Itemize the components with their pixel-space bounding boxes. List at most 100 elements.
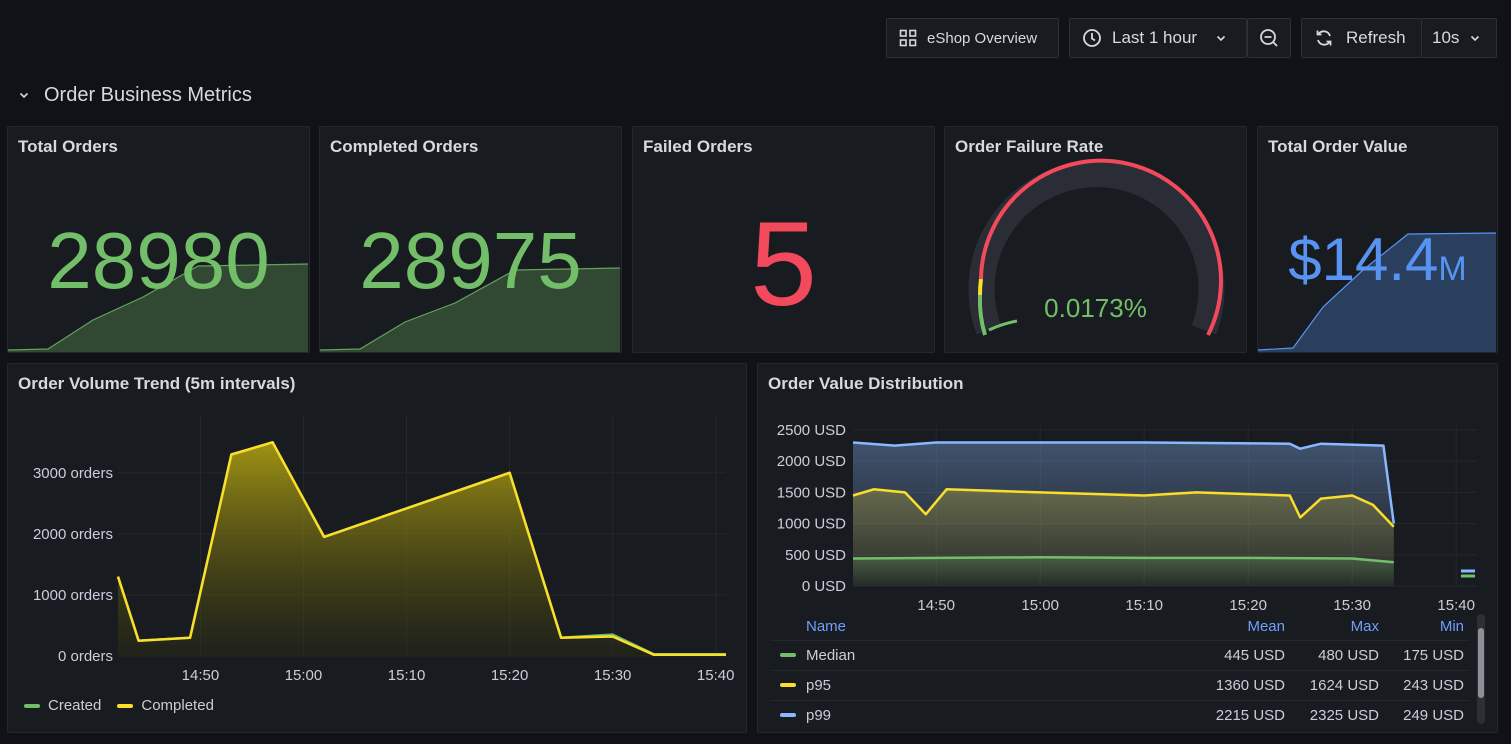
- x-tick-label: 14:50: [182, 667, 220, 684]
- column-header-name[interactable]: Name: [806, 618, 847, 636]
- clock-icon: [1082, 28, 1102, 48]
- x-tick-label: 15:30: [1333, 597, 1371, 613]
- series-name: Median: [806, 646, 856, 664]
- sparkline: [320, 267, 621, 352]
- series-name-cell: Median: [770, 639, 1171, 670]
- series-line-completed: [116, 441, 726, 657]
- refresh-button[interactable]: Refresh: [1301, 18, 1422, 58]
- series-line-median: [852, 556, 1394, 564]
- row-header[interactable]: Order Business Metrics: [18, 84, 252, 107]
- stat-panel-total-orders[interactable]: Total Orders 28980: [7, 126, 310, 353]
- dashboard-label: eShop Overview: [927, 29, 1038, 47]
- stat-panel-total-order-value[interactable]: Total Order Value $14.4M: [1257, 126, 1498, 353]
- y-tick-label: 3000 orders: [33, 465, 113, 482]
- legend-label: Created: [48, 697, 102, 714]
- gauge-panel-order-failure-rate[interactable]: Order Failure Rate 0.0173%: [944, 126, 1247, 353]
- x-tick-label: 15:00: [285, 667, 323, 684]
- x-tick-label: 15:10: [388, 667, 426, 684]
- panel-title: Order Failure Rate: [955, 137, 1104, 156]
- stat-number: $14.4: [1288, 226, 1439, 293]
- grid-icon: [899, 29, 917, 47]
- legend-swatch: [24, 703, 40, 708]
- mean-cell: 1360 USD: [1171, 669, 1291, 700]
- series-name-cell: p99: [770, 699, 1171, 730]
- y-tick-label: 1500 USD: [777, 484, 846, 501]
- gauge-value: 0.0173%: [1044, 293, 1147, 323]
- legend-swatch: [780, 712, 796, 717]
- y-tick-label: 2000 orders: [33, 526, 113, 543]
- mean-cell: 2215 USD: [1171, 699, 1291, 730]
- y-tick-label: 1000 orders: [33, 587, 113, 604]
- chevron-down-icon: [18, 84, 30, 107]
- series-name: p95: [806, 676, 832, 694]
- column-header-mean[interactable]: Mean: [1247, 618, 1285, 636]
- legend-item-created[interactable]: Created: [24, 697, 101, 714]
- dashboard-link-button[interactable]: eShop Overview: [886, 18, 1059, 58]
- order-volume-chart: 0 orders 1000 orders 2000 orders 3000 order…: [33, 416, 735, 684]
- refresh-icon: [1314, 28, 1334, 48]
- sparkline: [8, 263, 309, 352]
- zoom-out-button[interactable]: [1247, 18, 1291, 58]
- legend-swatch: [117, 703, 134, 708]
- refresh-interval-picker[interactable]: 10s: [1421, 18, 1497, 58]
- series-name-cell: p95: [770, 669, 1171, 700]
- timeseries-panel-order-volume[interactable]: Order Volume Trend (5m intervals) 0 orde…: [7, 363, 747, 733]
- x-tick-label: 15:40: [697, 667, 735, 684]
- stat-value: 5: [750, 197, 817, 331]
- panel-title: Completed Orders: [330, 137, 479, 156]
- panel-title: Order Value Distribution: [768, 374, 964, 393]
- table-row[interactable]: p99 2215 USD 2325 USD 249 USD: [770, 699, 1470, 730]
- column-header-min[interactable]: Min: [1439, 618, 1464, 636]
- legend-table-header: Name Mean Max Min: [770, 614, 1470, 640]
- x-tick-label: 15:20: [491, 667, 529, 684]
- y-tick-label: 500 USD: [785, 547, 846, 564]
- chevron-down-icon: [1469, 32, 1481, 44]
- max-cell: 480 USD: [1291, 639, 1385, 670]
- panel-title: Total Order Value: [1268, 137, 1408, 156]
- stat-value: $14.4M: [1258, 225, 1497, 294]
- series-area-median: [853, 557, 1394, 586]
- panel-title: Order Volume Trend (5m intervals): [18, 374, 296, 393]
- stat-unit: M: [1438, 250, 1467, 288]
- order-value-chart: 0 USD 500 USD 1000 USD 1500 USD 2000 USD 2500…: [777, 422, 1477, 613]
- x-tick-label: 15:00: [1021, 597, 1059, 613]
- chart-legend: Created Completed: [24, 697, 214, 714]
- x-tick-label: 15:40: [1437, 597, 1475, 613]
- table-row[interactable]: p95 1360 USD 1624 USD 243 USD: [770, 669, 1470, 700]
- max-cell: 1624 USD: [1291, 669, 1385, 700]
- legend-item-completed[interactable]: Completed: [117, 697, 214, 714]
- stat-panel-failed-orders[interactable]: Failed Orders 5: [632, 126, 935, 353]
- x-tick-label: 15:10: [1125, 597, 1163, 613]
- max-cell: 2325 USD: [1291, 699, 1385, 730]
- legend-swatch: [780, 652, 796, 657]
- x-tick-label: 15:20: [1229, 597, 1267, 613]
- legend-label: Completed: [141, 697, 214, 714]
- refresh-label: Refresh: [1346, 28, 1406, 47]
- stat-value: 28980: [47, 216, 270, 305]
- scrollbar-thumb[interactable]: [1478, 628, 1484, 698]
- series-line-p99: [852, 441, 1396, 524]
- mean-cell: 445 USD: [1171, 639, 1291, 670]
- x-tick-label: 14:50: [917, 597, 955, 613]
- x-tick-label: 15:30: [594, 667, 632, 684]
- time-range-label: Last 1 hour: [1112, 28, 1198, 47]
- stat-value: 28975: [359, 216, 582, 305]
- gauge: [968, 158, 1225, 336]
- zoom-out-icon: [1259, 28, 1279, 48]
- panel-title: Failed Orders: [643, 137, 753, 156]
- y-tick-label: 0 USD: [802, 578, 846, 595]
- min-cell: 249 USD: [1385, 699, 1470, 730]
- min-cell: 175 USD: [1385, 639, 1470, 670]
- time-range-picker[interactable]: Last 1 hour: [1069, 18, 1247, 58]
- series-area-completed: [118, 442, 726, 656]
- legend-swatch: [780, 682, 796, 687]
- table-row[interactable]: Median 445 USD 480 USD 175 USD: [770, 639, 1470, 670]
- column-header-max[interactable]: Max: [1350, 618, 1379, 636]
- panel-title: Total Orders: [18, 137, 118, 156]
- stat-panel-completed-orders[interactable]: Completed Orders 28975: [319, 126, 622, 353]
- refresh-interval-label: 10s: [1432, 28, 1460, 47]
- legend-scrollbar[interactable]: [1477, 614, 1485, 724]
- y-tick-label: 0 orders: [58, 648, 113, 665]
- y-tick-label: 2500 USD: [777, 422, 846, 439]
- row-title: Order Business Metrics: [44, 84, 252, 106]
